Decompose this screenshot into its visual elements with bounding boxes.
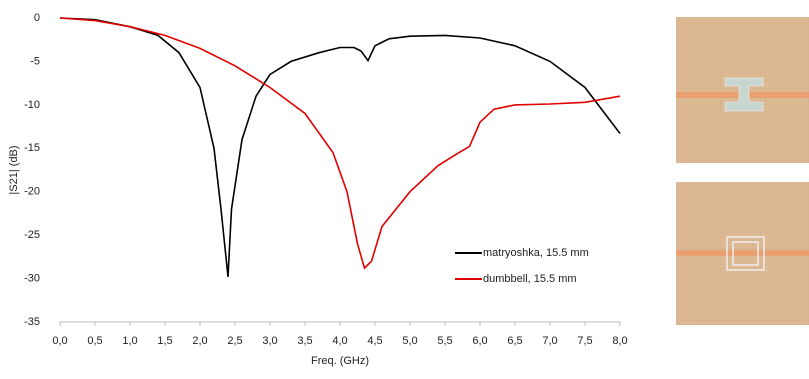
x-tick-label: 5,0 — [402, 335, 417, 347]
legend-label: dumbbell, 15.5 mm — [483, 273, 577, 285]
legend-label: matryoshka, 15.5 mm — [483, 247, 589, 259]
x-tick-label: 6,0 — [472, 335, 487, 347]
x-tick-label: 2,5 — [227, 335, 242, 347]
x-tick-label: 6,5 — [507, 335, 522, 347]
y-tick-label: -15 — [24, 142, 40, 154]
y-tick-label: -25 — [24, 229, 40, 241]
x-tick-label: 3,5 — [297, 335, 312, 347]
x-tick-label: 3,0 — [262, 335, 277, 347]
series-line — [60, 18, 620, 277]
x-tick-label: 1,0 — [122, 335, 137, 347]
y-tick-label: -30 — [24, 272, 40, 284]
x-axis-label: Freq. (GHz) — [311, 355, 369, 367]
y-tick-label: -35 — [24, 316, 40, 328]
x-tick-label: 4,0 — [332, 335, 347, 347]
x-tick-label: 0,0 — [52, 335, 67, 347]
page: |S21| (dB) Freq. (GHz) 0 -5 -10 -15 -20 -25 -3… — [0, 0, 809, 374]
x-tick-label: 7,5 — [577, 335, 592, 347]
x-tick-label: 0,5 — [87, 335, 102, 347]
x-tick-label: 4,5 — [367, 335, 382, 347]
x-tick-label: 1,5 — [157, 335, 172, 347]
y-tick-label: -5 — [30, 55, 40, 67]
x-tick-label: 5,5 — [437, 335, 452, 347]
y-axis-label: |S21| (dB) — [8, 145, 20, 194]
y-tick-label: 0 — [34, 12, 40, 24]
structure-image-1 — [676, 17, 809, 163]
x-tick-label: 7,0 — [542, 335, 557, 347]
y-tick-label: -10 — [24, 99, 40, 111]
x-tick-label: 2,0 — [192, 335, 207, 347]
structure-image-2 — [676, 182, 809, 325]
chart: |S21| (dB) Freq. (GHz) 0 -5 -10 -15 -20 -25 -3… — [0, 0, 809, 374]
y-tick-label: -20 — [24, 186, 40, 198]
x-tick-label: 8,0 — [612, 335, 627, 347]
